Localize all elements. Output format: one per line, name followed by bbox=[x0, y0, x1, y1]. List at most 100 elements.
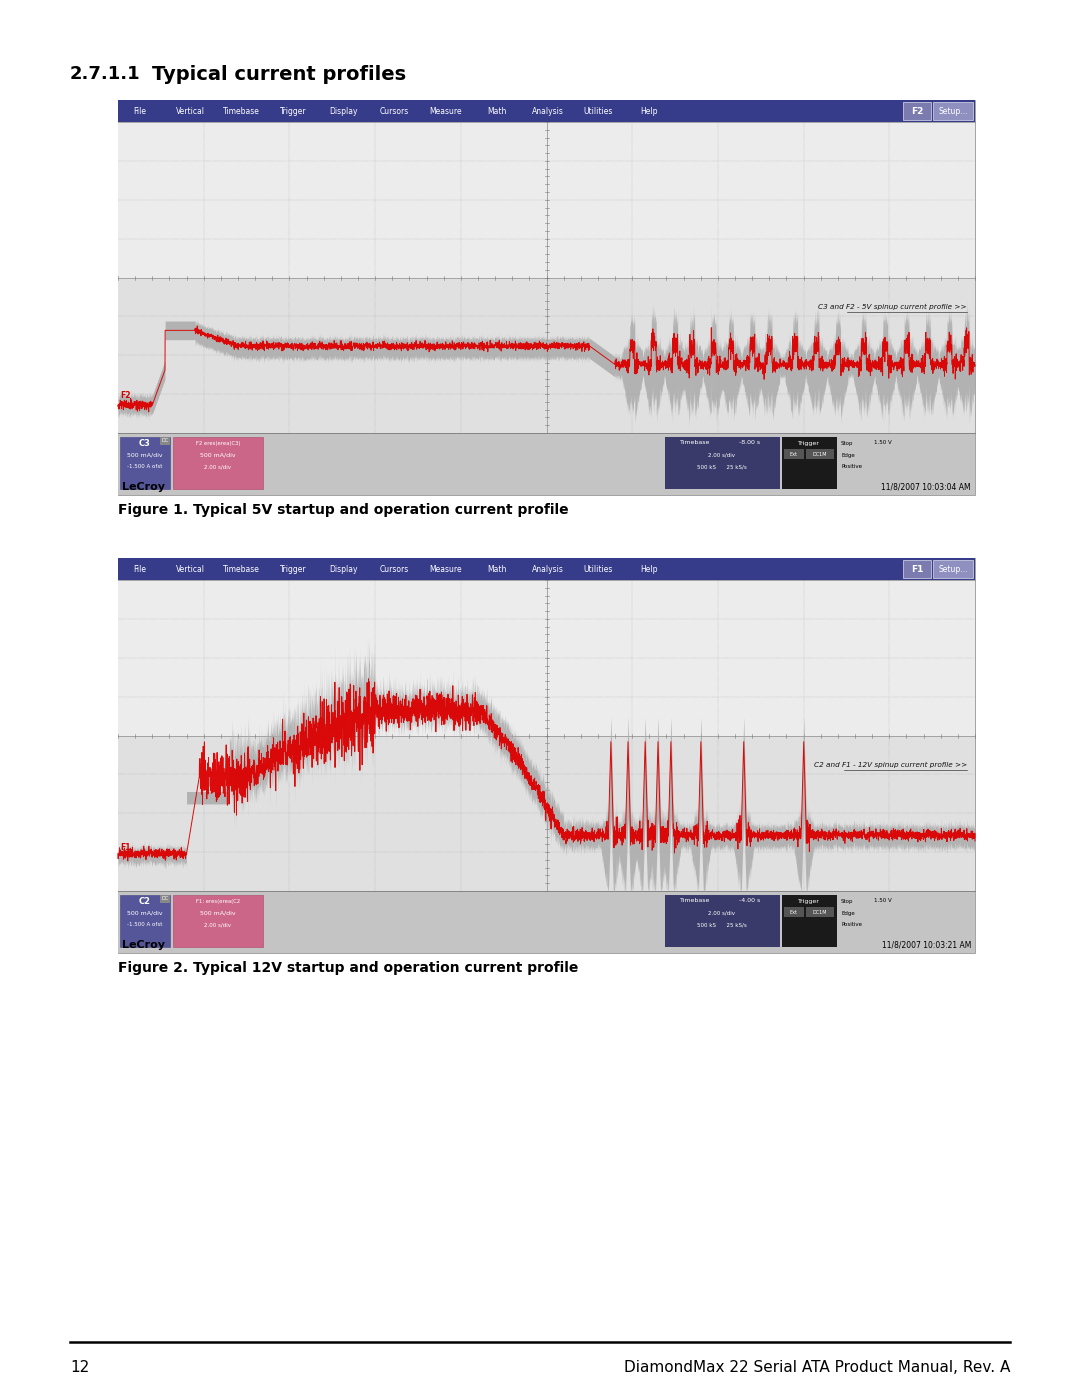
Text: C3 and F2 - 5V spinup current profile >>: C3 and F2 - 5V spinup current profile >> bbox=[819, 305, 967, 310]
Text: 500 mA/div: 500 mA/div bbox=[127, 453, 163, 457]
Text: 1.50 V: 1.50 V bbox=[874, 440, 892, 446]
Text: 500 kS      25 kS/s: 500 kS 25 kS/s bbox=[697, 464, 747, 469]
Text: 1.50 V: 1.50 V bbox=[874, 898, 892, 904]
Text: F1: F1 bbox=[910, 564, 923, 574]
Text: DiamondMax 22 Serial ATA Product Manual, Rev. A: DiamondMax 22 Serial ATA Product Manual,… bbox=[623, 1361, 1010, 1375]
Text: File: File bbox=[134, 106, 147, 116]
Text: 11/8/2007 10:03:04 AM: 11/8/2007 10:03:04 AM bbox=[881, 482, 971, 492]
Text: 12: 12 bbox=[70, 1361, 90, 1375]
Text: Positive: Positive bbox=[841, 464, 862, 469]
Bar bbox=[160, 895, 170, 902]
Text: F2: F2 bbox=[910, 106, 923, 116]
Text: Setup...: Setup... bbox=[939, 564, 968, 574]
Bar bbox=[933, 560, 973, 578]
Text: -4.00 s: -4.00 s bbox=[740, 898, 760, 904]
Text: Display: Display bbox=[329, 106, 357, 116]
Text: 11/8/2007 10:03:21 AM: 11/8/2007 10:03:21 AM bbox=[881, 940, 971, 950]
Text: DC: DC bbox=[161, 439, 168, 443]
Text: Measure: Measure bbox=[429, 106, 462, 116]
Text: 500 mA/div: 500 mA/div bbox=[200, 453, 235, 457]
Text: F2: F2 bbox=[120, 391, 131, 400]
Text: Trigger: Trigger bbox=[280, 564, 306, 574]
Bar bbox=[665, 895, 780, 947]
Bar bbox=[903, 102, 931, 120]
Text: 2.00 s/div: 2.00 s/div bbox=[708, 911, 735, 915]
Text: Positive: Positive bbox=[841, 922, 862, 928]
Text: Display: Display bbox=[329, 564, 357, 574]
Text: Analysis: Analysis bbox=[531, 106, 564, 116]
Text: LeCroy: LeCroy bbox=[122, 482, 165, 492]
Bar bbox=[782, 895, 837, 947]
Bar bbox=[806, 907, 834, 916]
Text: 2.00 s/div: 2.00 s/div bbox=[204, 464, 231, 469]
Text: Edge: Edge bbox=[841, 911, 854, 915]
Text: F2 eres(erea(C3): F2 eres(erea(C3) bbox=[195, 440, 240, 446]
Text: Math: Math bbox=[487, 106, 507, 116]
Text: Stop: Stop bbox=[841, 440, 853, 446]
Text: Timebase: Timebase bbox=[679, 898, 711, 904]
Bar bbox=[665, 437, 780, 489]
Text: LeCroy: LeCroy bbox=[122, 940, 165, 950]
Text: Help: Help bbox=[640, 106, 658, 116]
Text: 2.7.1.1: 2.7.1.1 bbox=[70, 66, 140, 82]
Text: Utilities: Utilities bbox=[583, 564, 613, 574]
Text: Timebase: Timebase bbox=[224, 564, 260, 574]
Bar bbox=[173, 437, 264, 489]
Text: 500 kS      25 kS/s: 500 kS 25 kS/s bbox=[697, 922, 747, 928]
Text: DC: DC bbox=[161, 897, 168, 901]
Text: 500 mA/div: 500 mA/div bbox=[200, 911, 235, 915]
Text: File: File bbox=[134, 564, 147, 574]
Bar bbox=[118, 278, 975, 433]
Text: Help: Help bbox=[640, 564, 658, 574]
Text: F1: eres(erea(C2: F1: eres(erea(C2 bbox=[195, 898, 240, 904]
Text: Ext: Ext bbox=[789, 451, 798, 457]
Text: -1.500 A ofst: -1.500 A ofst bbox=[127, 464, 163, 469]
Text: Cursors: Cursors bbox=[380, 564, 409, 574]
Text: Trigger: Trigger bbox=[280, 106, 306, 116]
Text: Figure 2. Typical 12V startup and operation current profile: Figure 2. Typical 12V startup and operat… bbox=[118, 961, 579, 975]
Bar bbox=[118, 557, 975, 580]
Bar bbox=[784, 907, 804, 916]
Text: F1: F1 bbox=[120, 842, 131, 852]
Text: DC1M: DC1M bbox=[813, 451, 827, 457]
Text: Timebase: Timebase bbox=[679, 440, 711, 446]
Bar bbox=[118, 891, 975, 953]
Bar bbox=[903, 560, 931, 578]
Bar bbox=[118, 101, 975, 495]
Text: DC1M: DC1M bbox=[813, 909, 827, 915]
Text: 2.00 s/div: 2.00 s/div bbox=[204, 922, 231, 928]
Text: Analysis: Analysis bbox=[531, 564, 564, 574]
Text: Measure: Measure bbox=[429, 564, 462, 574]
Text: Cursors: Cursors bbox=[380, 106, 409, 116]
Text: Setup...: Setup... bbox=[939, 106, 968, 116]
Text: Timebase: Timebase bbox=[224, 106, 260, 116]
Text: 2.00 s/div: 2.00 s/div bbox=[708, 453, 735, 457]
Text: -8.00 s: -8.00 s bbox=[740, 440, 760, 446]
Bar bbox=[118, 433, 975, 495]
Bar bbox=[118, 122, 975, 278]
Text: -1.500 A ofst: -1.500 A ofst bbox=[127, 922, 163, 928]
Text: C3: C3 bbox=[139, 439, 151, 447]
Bar bbox=[118, 557, 975, 953]
Text: 500 mA/div: 500 mA/div bbox=[127, 911, 163, 915]
Text: C2 and F1 - 12V spinup current profile >>: C2 and F1 - 12V spinup current profile >… bbox=[813, 761, 967, 768]
Bar bbox=[118, 735, 975, 891]
Text: Ext: Ext bbox=[789, 909, 798, 915]
Text: Trigger: Trigger bbox=[798, 440, 820, 446]
Text: Vertical: Vertical bbox=[176, 564, 205, 574]
Text: Trigger: Trigger bbox=[798, 898, 820, 904]
Text: Vertical: Vertical bbox=[176, 106, 205, 116]
Text: Math: Math bbox=[487, 564, 507, 574]
Text: Utilities: Utilities bbox=[583, 106, 613, 116]
Text: Typical current profiles: Typical current profiles bbox=[152, 66, 406, 84]
Bar bbox=[806, 448, 834, 460]
Text: Figure 1. Typical 5V startup and operation current profile: Figure 1. Typical 5V startup and operati… bbox=[118, 503, 569, 517]
Text: C2: C2 bbox=[139, 897, 151, 905]
Bar bbox=[120, 437, 170, 489]
Bar bbox=[784, 448, 804, 460]
Bar bbox=[933, 102, 973, 120]
Bar bbox=[782, 437, 837, 489]
Bar bbox=[160, 437, 170, 446]
Bar bbox=[118, 580, 975, 735]
Text: Edge: Edge bbox=[841, 453, 854, 457]
